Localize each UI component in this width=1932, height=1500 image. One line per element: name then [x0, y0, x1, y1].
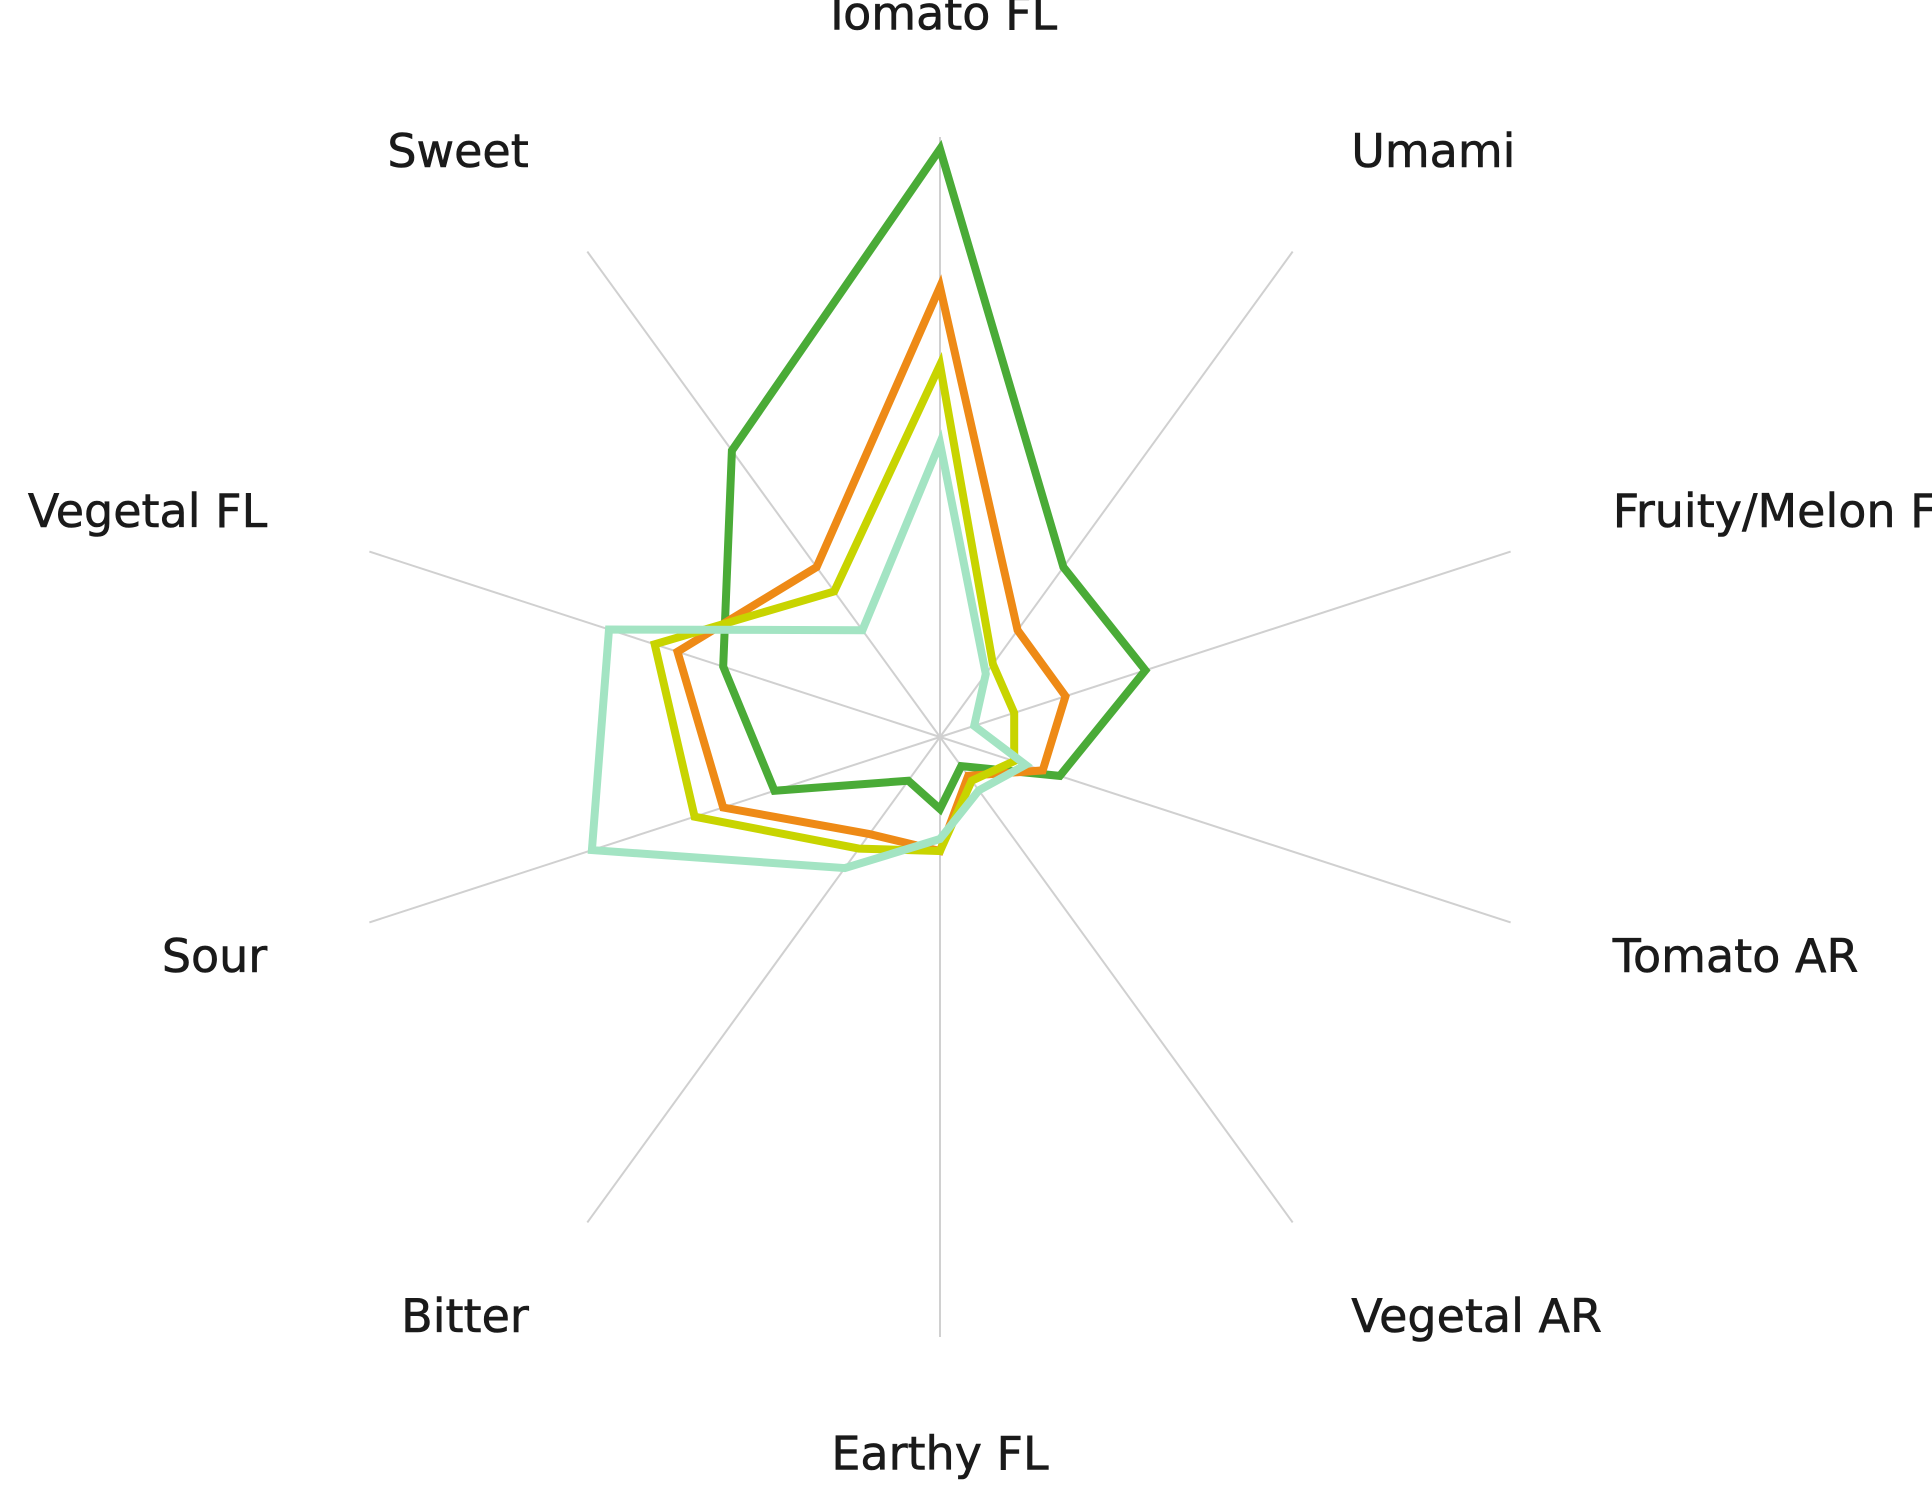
series-3-line — [649, 351, 1019, 856]
series-4-line — [587, 429, 1033, 873]
axis-label-sweet: Sweet — [387, 124, 528, 178]
axis-label-tomato-fl: Tomato FL — [822, 0, 1058, 41]
series-lines — [587, 139, 1151, 873]
axis-label-umami: Umami — [1351, 124, 1515, 178]
axis-label-vegetal-fl: Vegetal FL — [28, 484, 268, 538]
axis-label-vegetal-ar: Vegetal AR — [1351, 1289, 1602, 1343]
series-1-line — [719, 139, 1151, 816]
axis-spoke-umami — [939, 251, 1294, 738]
axis-labels: Tomato FL Umami Fruity/Melon FL Tomato AR Ve… — [28, 0, 1932, 1481]
axis-label-sour: Sour — [162, 929, 267, 983]
axis-spoke-fruity-melon-fl — [939, 550, 1511, 738]
axis-label-fruity-melon-fl: Fruity/Melon FL — [1613, 484, 1932, 538]
axis-spoke-bitter — [586, 736, 941, 1223]
axis-spoke-vegetal-ar — [939, 736, 1294, 1223]
axis-label-tomato-ar: Tomato AR — [1612, 929, 1859, 983]
axis-label-earthy-fl: Earthy FL — [831, 1427, 1049, 1481]
axis-spoke-sour — [369, 736, 941, 924]
axis-spokes — [369, 137, 1511, 1337]
axis-label-bitter: Bitter — [401, 1289, 529, 1343]
axis-spoke-sweet — [586, 251, 941, 738]
